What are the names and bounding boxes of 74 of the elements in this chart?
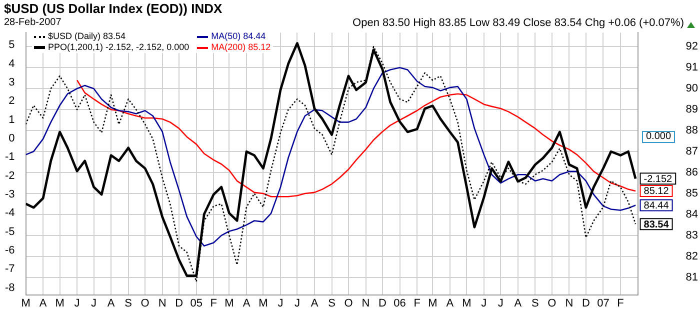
y-tick-label: -2 — [5, 170, 15, 182]
x-tick-label: N — [565, 297, 574, 310]
x-tick-label: A — [39, 297, 48, 310]
y-tick-label: -8 — [5, 282, 15, 294]
x-tick-label: D — [378, 297, 387, 310]
y-tick-label: 2 — [8, 95, 15, 108]
legend-label: MA(200) 85.12 — [211, 42, 271, 53]
x-tick-label: M — [55, 297, 64, 310]
x-tick-label: D — [175, 297, 184, 310]
x-tick-label: 06 — [394, 297, 406, 310]
y-tick-label: 5 — [8, 39, 15, 52]
x-tick-label: F — [617, 297, 624, 310]
x-tick-label: M — [258, 297, 268, 310]
x-tick-label: J — [91, 297, 97, 310]
y-tick-label: -5 — [5, 226, 15, 238]
x-tick-label: F — [414, 297, 421, 310]
y2-tick-label: 82 — [686, 250, 698, 262]
text: 0.000 — [642, 131, 676, 143]
y-tick-label: 3 — [8, 76, 15, 88]
x-tick-label: A — [310, 297, 319, 310]
x-tick-label: J — [74, 297, 80, 310]
legend-label: PPO(1,200,1) -2.152, -2.152, 0.000 — [48, 42, 190, 53]
y2-tick-label: 86 — [686, 166, 698, 179]
y-tick-label: 4 — [8, 58, 15, 70]
x-tick-label: M — [462, 297, 472, 310]
y2-tick-label: 90 — [686, 82, 698, 95]
chart-title: $USD (US Dollar Index (EOD)) INDX — [4, 1, 222, 16]
x-tick-label: M — [224, 297, 234, 310]
y2-tick-label: 85 — [686, 188, 698, 200]
chart-subtitle: 28-Feb-2007 — [4, 17, 62, 28]
y2-tick-label: 81 — [686, 271, 698, 284]
legend-label: MA(50) 84.44 — [211, 31, 266, 42]
x-tick-label: D — [582, 297, 590, 310]
data-label: 84.44 — [644, 200, 670, 212]
y-tick-label: 0 — [8, 132, 15, 145]
x-tick-label: M — [428, 297, 438, 310]
y2-tick-label: 87 — [686, 146, 698, 158]
y-tick-label: -1 — [5, 151, 15, 164]
y-tick-label: -7 — [5, 263, 15, 276]
x-tick-label: J — [294, 297, 300, 310]
x-tick-label: O — [344, 297, 354, 310]
y2-tick-label: 89 — [686, 104, 698, 116]
y2-tick-label: 83 — [686, 229, 698, 242]
y-tick-label: 1 — [8, 114, 15, 126]
x-tick-label: A — [107, 297, 116, 310]
data-label: -2.152 — [644, 174, 673, 185]
x-tick-label: O — [140, 297, 150, 310]
x-tick-label: O — [548, 297, 557, 310]
y2-tick-label: 84 — [686, 208, 698, 220]
y2-tick-label: 92 — [686, 40, 698, 53]
y-tick-label: -4 — [5, 207, 15, 220]
x-tick-label: N — [158, 297, 166, 310]
x-tick-label: A — [446, 297, 454, 310]
legend-label: $USD (Daily) 83.54 — [48, 31, 126, 42]
data-label: 85.12 — [644, 186, 670, 198]
x-tick-label: A — [514, 297, 522, 310]
x-tick-label: 07 — [597, 297, 610, 310]
x-tick-label: F — [210, 297, 218, 310]
y2-tick-label: 88 — [686, 124, 698, 137]
x-tick-label: A — [242, 297, 251, 310]
y2-tick-label: 91 — [686, 62, 698, 74]
x-tick-label: J — [481, 297, 487, 310]
text: Open 83.50 High 83.85 Low 83.49 Close 83.54 Chg +0.06 (+0.07%) — [352, 17, 684, 29]
y-tick-label: -6 — [5, 244, 15, 257]
x-tick-label: J — [278, 297, 284, 310]
x-tick-label: N — [362, 297, 370, 310]
x-tick-label: S — [328, 297, 336, 310]
x-tick-label: J — [498, 297, 504, 310]
y-tick-label: -3 — [5, 188, 15, 201]
x-tick-label: S — [532, 297, 539, 310]
x-tick-label: M — [21, 297, 30, 310]
data-label: 83.54 — [644, 219, 670, 230]
x-tick-label: 05 — [190, 297, 202, 310]
x-tick-label: S — [124, 297, 132, 310]
